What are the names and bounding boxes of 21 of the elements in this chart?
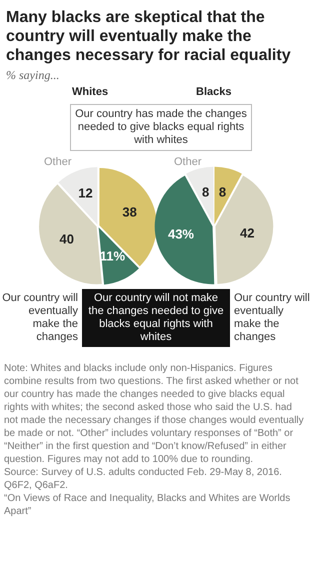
- slice-label: Our country will not make the changes needed to give blacks equal rights with whites: [82, 289, 230, 347]
- data-label: 12: [78, 186, 93, 201]
- chart-title: Blacks: [196, 86, 232, 98]
- text: Note: Whites and blacks include only non-Hispanics. Figures combine results from two questions. The first asked whether or not our country has made the changes needed to give blacks equal rights with whites; the second asked those who said the U.S. had not made the necessary changes if those changes would eventually be made or not. “Other” includes voluntary responses of “Both” or “Neither” in the first question and “Don’t know/Refused” in either question. Figures may not add to 100% due to rounding.: [4, 362, 305, 466]
- text: “On Views of Race and Inequality, Blacks and Whites are Worlds Apart”: [4, 492, 292, 518]
- text: Whites: [72, 86, 108, 98]
- source-note: Source: Survey of U.S. adults conducted Feb. 29-May 8, 2016. Q6F2, Q6aF2.: [4, 466, 283, 492]
- data-label: 43%: [168, 226, 194, 242]
- data-label: 11%: [100, 248, 126, 264]
- data-label: 8: [218, 184, 226, 200]
- slice-label: Other: [44, 156, 72, 169]
- chart-subtitle: % saying...: [6, 68, 60, 83]
- data-label: 42: [240, 225, 255, 240]
- data-label: 38: [122, 204, 137, 220]
- slice-label: Our country will eventually make the changes: [234, 292, 311, 344]
- chart-title: Many blacks are skeptical that the country will eventually make the changes necessary for racial equality: [6, 8, 292, 65]
- slice-label: Our country will eventually make the changes: [1, 292, 78, 344]
- slice-label: Our country has made the changes needed to give blacks equal rights with whites: [70, 104, 252, 151]
- data-label: 8: [202, 184, 210, 200]
- slice-label: Other: [174, 156, 202, 169]
- data-label: 40: [60, 232, 74, 247]
